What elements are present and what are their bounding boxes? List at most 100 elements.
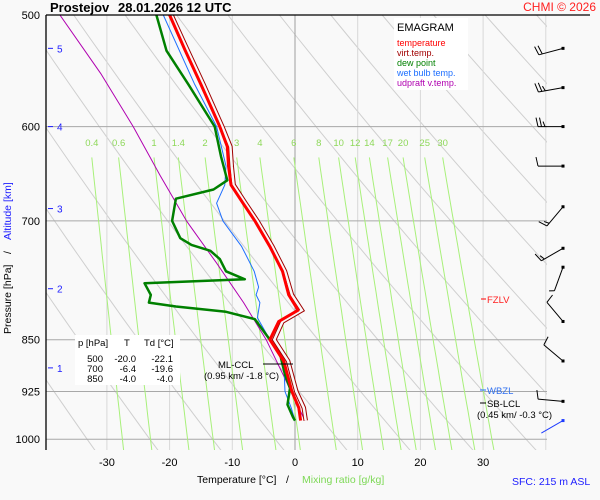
mixing-ratio-label: 4 bbox=[257, 138, 262, 149]
wind-barb-station bbox=[561, 86, 565, 90]
mixing-ratio-label: 1.4 bbox=[172, 138, 185, 149]
wind-barb-feather bbox=[537, 45, 543, 55]
mixing-ratio-label: 6 bbox=[291, 138, 296, 149]
temperature-tick-label: 20 bbox=[414, 457, 426, 469]
mixing-ratio-line bbox=[387, 157, 436, 450]
dry-adiabat-line bbox=[278, 15, 547, 330]
altitude-tick-label: 2 bbox=[57, 285, 63, 296]
wind-barb-station bbox=[561, 265, 565, 269]
mixing-ratio-line bbox=[402, 157, 453, 450]
table-cell: 500 bbox=[87, 354, 103, 365]
sb-lcl-detail: (0.45 km/ -0.3 °C) bbox=[477, 410, 552, 421]
wind-barb-icon bbox=[534, 45, 565, 56]
mixing-ratio-line bbox=[204, 157, 244, 450]
temperature-tick-label: -30 bbox=[99, 457, 115, 469]
dry-adiabat-line bbox=[330, 15, 547, 266]
table-cell: -20.0 bbox=[114, 354, 136, 365]
wind-barb-icon bbox=[535, 156, 565, 168]
mixing-ratio-label: 0.4 bbox=[85, 138, 98, 149]
wind-barb-feather bbox=[539, 117, 542, 127]
altitude-tick-labels: 5 4 3 2 1 bbox=[48, 44, 63, 375]
datetime: 28.01.2026 12 UTC bbox=[118, 0, 232, 15]
wind-barb-staff bbox=[538, 47, 564, 56]
table-cell: -22.1 bbox=[151, 354, 173, 365]
wind-barb-feather bbox=[542, 85, 546, 92]
pressure-tick-label: 1000 bbox=[16, 434, 40, 446]
wind-barb-feather bbox=[537, 82, 543, 92]
wind-barb-station bbox=[561, 246, 565, 250]
temperature-tick-label: -20 bbox=[162, 457, 178, 469]
pressure-tick-labels: 500 600 700 850 925 1000 bbox=[16, 10, 40, 446]
wind-barb-feather bbox=[535, 117, 539, 127]
dry-adiabat-line bbox=[46, 378, 96, 450]
wind-barb-station bbox=[561, 125, 565, 129]
dry-adiabat-line bbox=[46, 291, 159, 450]
wind-barb-station bbox=[561, 319, 565, 323]
temperature-tick-labels: -30 -20 -10 0 10 20 30 bbox=[99, 457, 489, 469]
wind-barb-staff bbox=[538, 87, 564, 93]
wbzl-label: WBZL bbox=[487, 386, 513, 397]
mixing-ratio-label: 30 bbox=[437, 138, 448, 149]
temperature-line bbox=[168, 15, 303, 421]
pressure-tick-label: 700 bbox=[22, 216, 40, 228]
wind-barb-staff bbox=[553, 267, 564, 291]
dry-adiabat-line bbox=[46, 207, 222, 450]
altitude-tick-label: 3 bbox=[57, 205, 63, 216]
wind-barb-icon bbox=[543, 336, 565, 363]
wind-barb-icon bbox=[538, 205, 565, 227]
pressure-tick-label: 500 bbox=[22, 10, 40, 22]
legend: EMAGRAM temperature virt.temp. dew point… bbox=[394, 18, 468, 90]
wind-barb-station bbox=[561, 164, 565, 168]
wind-barb-feather bbox=[546, 294, 553, 303]
wind-barb-feather bbox=[543, 221, 550, 224]
mixing-ratio-label: 8 bbox=[316, 138, 321, 149]
mixing-ratio-label: 20 bbox=[398, 138, 409, 149]
copyright: CHMI © 2026 bbox=[523, 0, 596, 14]
wind-barb-icon bbox=[541, 419, 565, 434]
wind-barb-icon bbox=[535, 117, 565, 129]
dry-adiabat-line bbox=[227, 15, 547, 395]
mixing-ratio-line bbox=[91, 157, 125, 450]
table-cell: -19.6 bbox=[151, 364, 173, 375]
legend-dew-point: dew point bbox=[397, 58, 436, 68]
altitude-tick-label: 4 bbox=[57, 123, 63, 134]
legend-temperature: temperature bbox=[397, 38, 446, 48]
mixing-ratio-line bbox=[442, 157, 495, 450]
dry-adiabat-line bbox=[432, 15, 547, 143]
dry-adiabat-line bbox=[46, 49, 348, 450]
legend-virt-temp: virt.temp. bbox=[397, 48, 434, 58]
wind-barb-station bbox=[561, 399, 565, 403]
mixing-ratio-line bbox=[318, 157, 364, 450]
fzlv-label: FZLV bbox=[487, 295, 510, 306]
altitude-tick-label: 1 bbox=[57, 364, 63, 375]
station-name: Prostejov bbox=[50, 0, 110, 15]
wind-barb-station bbox=[561, 205, 565, 209]
mixing-ratio-line bbox=[368, 157, 417, 450]
wind-barbs bbox=[534, 45, 565, 434]
temperature-tick-label: 30 bbox=[477, 457, 489, 469]
legend-box bbox=[394, 18, 468, 90]
x-axis-label-mixing-ratio: Mixing ratio [g/kg] bbox=[302, 474, 384, 486]
sb-lcl-label: SB-LCL bbox=[487, 399, 520, 410]
dry-adiabat-line bbox=[381, 15, 547, 204]
pressure-tick-label: 925 bbox=[22, 386, 40, 398]
mixing-ratio-labels: 0.4 0.6 1 1.4 2 3 4 6 8 10 12 14 17 20 25 30 bbox=[85, 138, 448, 149]
dry-adiabat-line bbox=[46, 127, 285, 450]
mixing-ratio-line bbox=[424, 157, 476, 450]
wind-barb-feather bbox=[534, 83, 539, 93]
mixing-ratio-label: 2 bbox=[202, 138, 207, 149]
surface-elevation: SFC: 215 m ASL bbox=[512, 476, 590, 488]
legend-wet-bulb: wet bulb temp. bbox=[396, 68, 456, 78]
table-cell: -4.0 bbox=[120, 374, 136, 385]
wind-barb-feather bbox=[539, 255, 545, 260]
table-header-t: T bbox=[124, 338, 130, 349]
legend-updraft: udpraft v.temp. bbox=[397, 78, 456, 88]
mixing-ratio-label: 17 bbox=[382, 138, 393, 149]
pressure-tick-label: 850 bbox=[22, 335, 40, 347]
mixing-ratio-label: 25 bbox=[419, 138, 430, 149]
wind-barb-icon bbox=[536, 389, 565, 403]
wind-barb-feather bbox=[538, 221, 548, 227]
wind-barb-staff bbox=[541, 420, 564, 434]
y-axis-label-separator: / bbox=[2, 251, 14, 254]
